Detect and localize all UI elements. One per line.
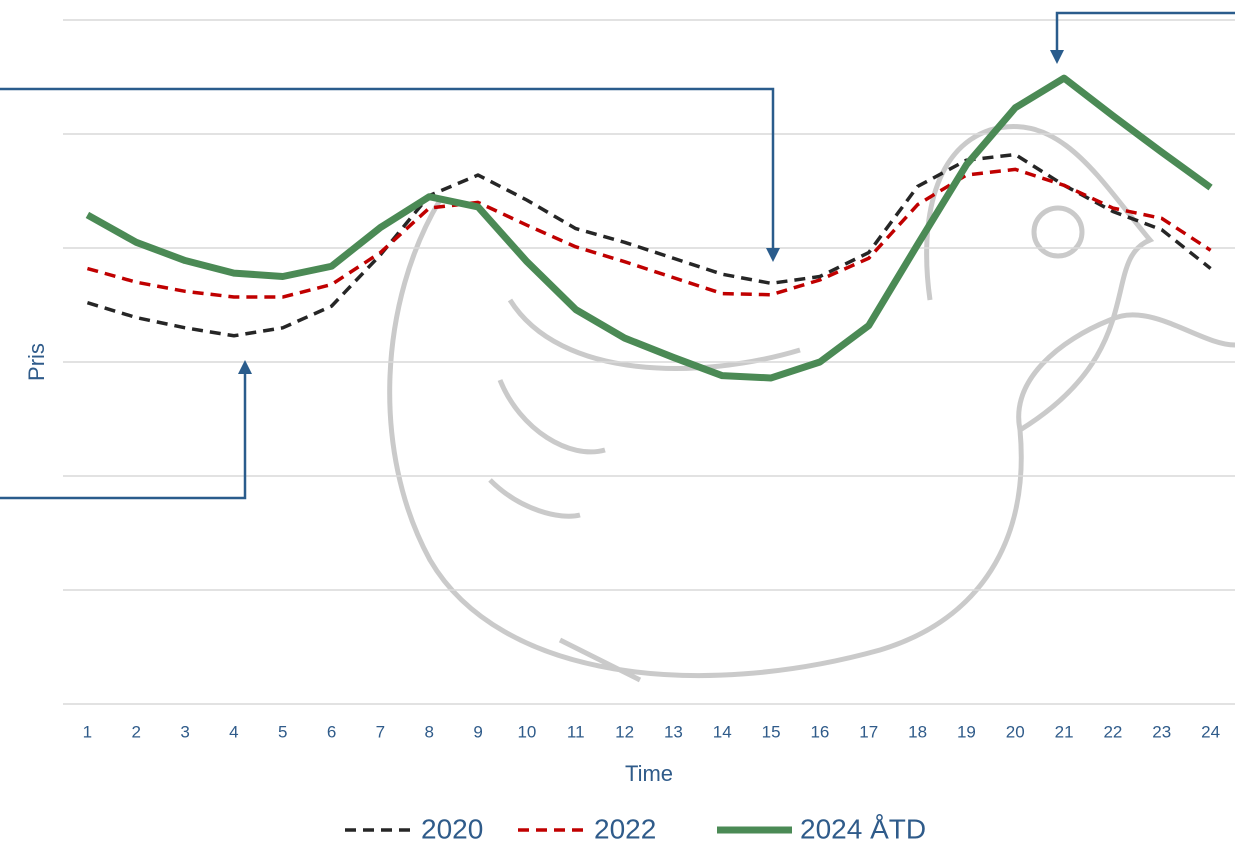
x-tick-label: 20 bbox=[1006, 722, 1025, 741]
x-tick-label: 11 bbox=[567, 722, 585, 741]
x-tick-label: 6 bbox=[327, 722, 336, 741]
x-tick-label: 4 bbox=[229, 722, 238, 741]
x-tick-label: 17 bbox=[859, 722, 878, 741]
x-axis-label: Time bbox=[625, 761, 673, 786]
y-axis-label: Pris bbox=[24, 343, 49, 381]
series-line bbox=[87, 155, 1210, 336]
x-tick-label: 21 bbox=[1055, 722, 1074, 741]
x-tick-label: 23 bbox=[1152, 722, 1171, 741]
x-tick-label: 9 bbox=[473, 722, 482, 741]
x-tick-label: 16 bbox=[810, 722, 829, 741]
watermark bbox=[390, 127, 1235, 680]
x-tick-label: 19 bbox=[957, 722, 976, 741]
x-tick-label: 12 bbox=[615, 722, 634, 741]
grid bbox=[63, 20, 1235, 704]
x-tick-label: 2 bbox=[132, 722, 141, 741]
x-tick-label: 13 bbox=[664, 722, 683, 741]
x-tick-label: 18 bbox=[908, 722, 927, 741]
page: Pris Time 123456789101112131415161718192… bbox=[0, 0, 1235, 845]
legend-label: 2024 ÅTD bbox=[800, 813, 926, 844]
x-tick-label: 10 bbox=[517, 722, 536, 741]
x-tick-label: 14 bbox=[713, 722, 732, 741]
x-tick-label: 24 bbox=[1201, 722, 1220, 741]
x-tick-label: 8 bbox=[425, 722, 434, 741]
x-tick-label: 5 bbox=[278, 722, 287, 741]
x-tick-label: 15 bbox=[762, 722, 781, 741]
legend-label: 2020 bbox=[421, 813, 483, 844]
x-tick-label: 22 bbox=[1103, 722, 1122, 741]
legend-label: 2022 bbox=[594, 813, 656, 844]
x-tick-label: 1 bbox=[83, 722, 92, 741]
x-tick-label: 7 bbox=[376, 722, 385, 741]
chart: Pris Time 123456789101112131415161718192… bbox=[0, 0, 1235, 845]
x-tick-label: 3 bbox=[180, 722, 189, 741]
